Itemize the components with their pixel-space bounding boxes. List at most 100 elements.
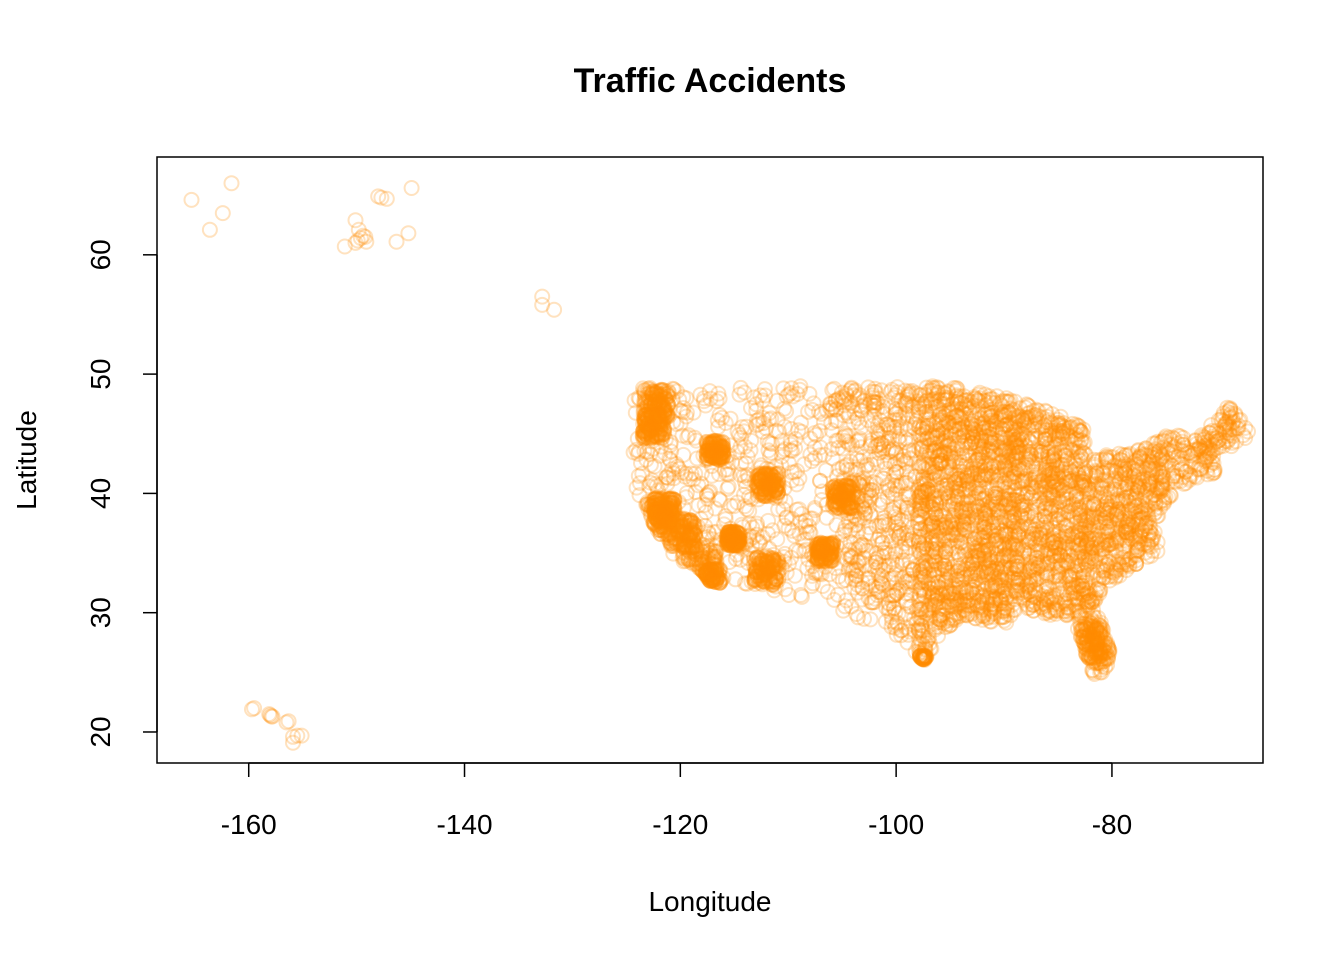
data-point <box>939 612 956 629</box>
data-point <box>1074 426 1091 443</box>
data-point <box>934 550 951 567</box>
data-point <box>1053 457 1070 474</box>
data-point <box>719 480 736 497</box>
data-point <box>780 520 797 537</box>
data-point <box>1031 530 1047 546</box>
data-point <box>1083 553 1100 570</box>
data-point <box>736 498 753 515</box>
data-point <box>912 562 929 579</box>
data-point <box>1084 662 1101 679</box>
data-point <box>1024 458 1041 474</box>
data-point <box>996 393 1013 410</box>
data-point <box>657 431 674 448</box>
data-point <box>1092 618 1109 635</box>
data-point <box>1006 410 1023 426</box>
data-point <box>951 476 968 492</box>
data-point <box>1223 438 1240 455</box>
data-point <box>916 583 933 600</box>
data-point <box>888 445 904 462</box>
data-point <box>1002 459 1019 476</box>
data-point <box>1128 552 1144 569</box>
data-point <box>1041 427 1058 444</box>
data-point <box>923 575 940 592</box>
data-point <box>352 230 369 247</box>
data-point <box>698 566 715 583</box>
data-point <box>796 543 813 560</box>
data-point <box>662 434 679 451</box>
data-point <box>1008 411 1025 428</box>
data-point <box>943 401 960 418</box>
data-point <box>1092 485 1109 502</box>
data-point <box>1067 457 1084 474</box>
data-point <box>690 497 707 514</box>
data-point <box>925 400 941 417</box>
data-point <box>1130 507 1147 524</box>
data-point <box>927 592 944 609</box>
data-point <box>886 504 902 521</box>
data-point <box>1039 555 1056 572</box>
data-point <box>956 528 973 544</box>
data-point <box>769 411 786 428</box>
data-point <box>1118 476 1135 493</box>
data-point <box>912 617 929 634</box>
data-point <box>1070 584 1087 601</box>
data-point <box>1101 542 1117 559</box>
data-point <box>746 389 763 406</box>
data-point <box>938 423 955 440</box>
data-point <box>922 516 939 533</box>
data-point <box>954 504 970 521</box>
data-point <box>1061 567 1078 584</box>
data-point <box>861 498 877 515</box>
data-point <box>978 559 995 576</box>
data-point <box>1004 442 1021 459</box>
data-point <box>959 445 975 462</box>
data-point <box>1146 506 1163 522</box>
data-point <box>1129 443 1146 460</box>
data-point <box>1165 467 1182 484</box>
data-point <box>973 563 990 580</box>
data-point <box>955 428 972 445</box>
data-point <box>994 561 1011 578</box>
data-point <box>1006 465 1023 482</box>
data-point <box>1215 405 1232 422</box>
data-point <box>1081 647 1098 664</box>
data-point <box>914 558 931 575</box>
data-point <box>986 532 1003 549</box>
data-point <box>1129 477 1146 494</box>
data-point <box>904 616 921 633</box>
data-point <box>987 532 1004 549</box>
data-point <box>1128 556 1145 572</box>
data-point <box>773 448 790 465</box>
data-point <box>910 403 927 420</box>
data-point <box>945 611 962 628</box>
data-point <box>887 515 903 532</box>
data-point <box>1094 547 1111 564</box>
data-point <box>688 540 705 557</box>
data-point <box>246 700 263 717</box>
data-point <box>915 560 932 577</box>
data-point <box>1109 490 1126 507</box>
data-point <box>869 531 886 548</box>
data-point <box>923 557 940 574</box>
data-point <box>987 495 1004 512</box>
data-point <box>761 479 778 496</box>
data-point <box>743 573 760 590</box>
data-point <box>901 623 918 640</box>
data-point <box>1125 467 1142 484</box>
data-point <box>1125 530 1142 547</box>
data-point <box>289 727 306 744</box>
data-point <box>830 390 847 407</box>
data-point <box>899 634 916 651</box>
data-point <box>896 569 913 586</box>
data-point <box>913 484 930 501</box>
data-point <box>840 513 857 530</box>
data-point <box>897 486 914 503</box>
data-point <box>924 548 941 565</box>
data-point <box>913 492 930 509</box>
data-point <box>373 189 390 206</box>
data-point <box>944 592 961 609</box>
data-point <box>1086 495 1103 512</box>
data-point <box>935 384 952 401</box>
data-point <box>1030 556 1047 573</box>
data-point <box>750 416 767 433</box>
